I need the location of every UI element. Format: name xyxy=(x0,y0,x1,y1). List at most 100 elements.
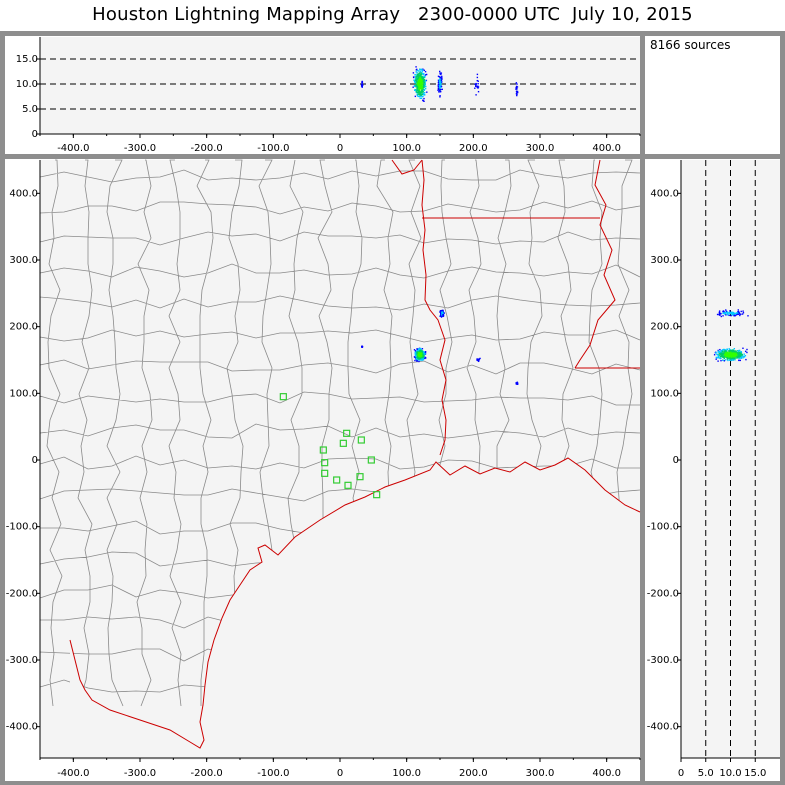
lightning-source xyxy=(421,72,424,75)
lightning-source xyxy=(724,348,726,351)
lightning-source xyxy=(439,72,441,74)
lightning-source xyxy=(420,73,423,76)
lightning-source xyxy=(715,352,717,354)
lightning-source xyxy=(422,85,425,87)
x-tick-label: -300.0 xyxy=(124,768,156,779)
lightning-source xyxy=(416,360,418,362)
lightning-source xyxy=(420,72,423,74)
lightning-source xyxy=(416,80,418,82)
lightning-source xyxy=(416,357,419,359)
lightning-source xyxy=(421,76,424,78)
lma-station-marker xyxy=(339,439,347,447)
lightning-source xyxy=(414,82,416,84)
lightning-source xyxy=(422,100,425,102)
lightning-source xyxy=(721,352,724,355)
lightning-source xyxy=(516,90,519,93)
lightning-source xyxy=(416,85,419,88)
lightning-source xyxy=(440,86,442,89)
lightning-source xyxy=(740,354,742,356)
lightning-source xyxy=(739,359,742,362)
lightning-source xyxy=(437,83,440,86)
lightning-source xyxy=(741,353,743,356)
right-panel-background xyxy=(681,160,780,758)
lightning-source xyxy=(720,352,723,354)
lightning-source xyxy=(439,91,441,93)
lightning-source xyxy=(735,351,737,353)
lightning-source xyxy=(439,311,441,313)
lightning-source xyxy=(515,86,518,89)
lightning-source xyxy=(722,356,725,359)
lightning-source xyxy=(730,314,732,317)
lightning-source xyxy=(424,85,426,87)
lightning-source xyxy=(418,355,420,358)
lightning-source xyxy=(727,357,729,360)
lightning-source xyxy=(440,315,442,317)
lightning-source xyxy=(437,87,440,89)
lightning-source xyxy=(719,312,722,315)
lightning-source xyxy=(724,359,727,361)
lightning-source xyxy=(417,349,419,352)
lightning-source xyxy=(419,72,421,75)
lightning-source xyxy=(425,80,427,82)
lightning-source xyxy=(421,88,423,91)
lightning-source xyxy=(719,314,721,316)
lightning-source xyxy=(420,352,422,355)
lightning-source xyxy=(717,354,720,357)
lightning-source xyxy=(739,357,742,359)
lightning-source xyxy=(719,348,721,351)
lightning-source xyxy=(737,354,740,357)
lightning-source xyxy=(414,78,417,81)
lightning-source xyxy=(515,93,518,95)
lightning-source xyxy=(515,87,518,89)
lightning-source xyxy=(415,82,417,85)
lightning-source xyxy=(724,355,727,358)
western-state-border xyxy=(391,159,423,175)
lightning-source xyxy=(733,353,736,356)
lightning-source xyxy=(414,85,416,87)
x-tick-label: 300.0 xyxy=(526,768,555,779)
y-tick-label: 300.0 xyxy=(9,255,38,266)
lightning-source xyxy=(736,312,738,314)
lightning-source xyxy=(438,80,440,83)
map-axes: -400.0 -300.0 -200.0 -100.0 0 100.0 200.0 300.0… xyxy=(6,160,641,779)
y-tick-label: 200.0 xyxy=(650,322,679,333)
lightning-source xyxy=(417,93,419,95)
lightning-source xyxy=(422,78,425,81)
lightning-source xyxy=(737,311,739,313)
lightning-source xyxy=(725,309,727,311)
lightning-source xyxy=(419,85,421,88)
lightning-source xyxy=(736,355,738,358)
lightning-source xyxy=(415,357,417,360)
lightning-source xyxy=(416,83,419,86)
lightning-source xyxy=(418,82,420,85)
lightning-source xyxy=(423,354,425,357)
lightning-source xyxy=(724,355,727,357)
x-tick-label: 100.0 xyxy=(392,768,421,779)
lightning-source xyxy=(414,77,417,80)
lightning-source xyxy=(516,91,519,94)
lightning-source xyxy=(418,89,420,91)
lightning-source xyxy=(738,351,740,353)
lightning-source xyxy=(416,94,419,96)
lightning-source xyxy=(420,350,423,353)
lightning-source xyxy=(730,359,733,361)
lightning-source xyxy=(420,93,423,95)
lightning-source xyxy=(737,356,740,358)
lightning-source xyxy=(420,83,422,86)
lightning-source xyxy=(415,90,418,92)
lightning-source xyxy=(732,351,735,354)
lma-station-marker xyxy=(373,491,381,499)
lightning-source xyxy=(724,352,726,355)
lightning-source xyxy=(361,346,363,348)
lightning-source xyxy=(730,351,732,353)
lightning-source xyxy=(420,356,422,358)
lightning-source xyxy=(723,357,726,360)
lightning-source xyxy=(733,353,735,356)
lightning-source xyxy=(419,76,421,78)
lightning-source xyxy=(420,91,422,94)
lightning-source xyxy=(732,359,735,361)
lightning-source xyxy=(420,83,423,85)
lightning-source xyxy=(423,73,425,75)
y-tick-label: 0 xyxy=(32,455,38,466)
lightning-source xyxy=(719,357,721,359)
